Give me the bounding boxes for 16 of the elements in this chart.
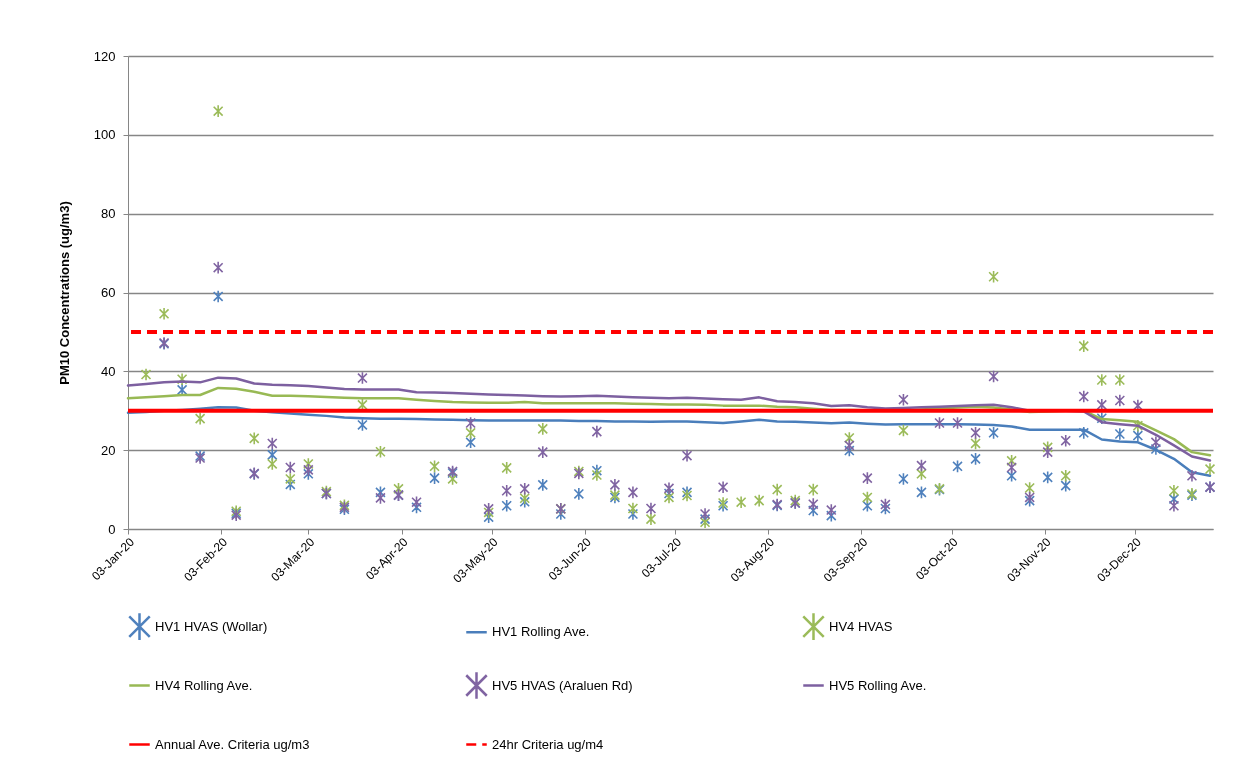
legend-label: HV5 Rolling Ave.: [829, 677, 927, 693]
legend-label: HV4 Rolling Ave.: [155, 677, 253, 693]
y-tick-label: 60: [101, 285, 116, 300]
y-axis-title: PM10 Concentrations (ug/m3): [56, 201, 72, 385]
y-tick-label: 0: [108, 521, 116, 537]
legend-label: HV1 Rolling Ave.: [492, 624, 590, 640]
legend-label: 24hr Criteria ug/m4: [492, 736, 604, 752]
legend-label: HV5 HVAS (Araluen Rd): [492, 677, 633, 693]
y-tick-label: 100: [93, 127, 116, 143]
y-tick-label: 120: [93, 48, 116, 64]
y-tick-label: 80: [101, 206, 116, 222]
y-tick-label: 40: [101, 363, 116, 379]
legend-label: Annual Ave. Criteria ug/m3: [155, 736, 310, 752]
legend-label: HV4 HVAS: [829, 618, 893, 634]
y-tick-label: 20: [101, 442, 116, 458]
legend-label: HV1 HVAS (Wollar): [155, 618, 268, 634]
